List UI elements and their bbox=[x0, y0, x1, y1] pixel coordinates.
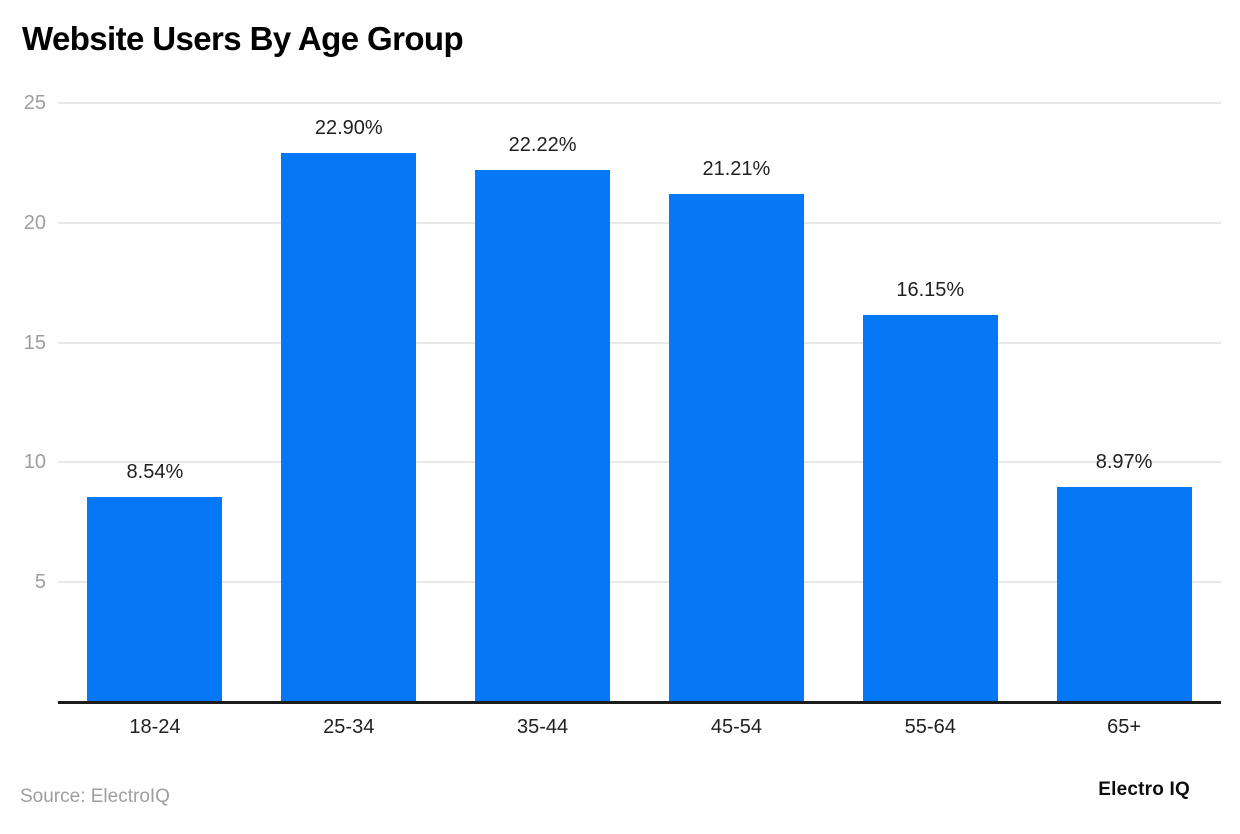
x-axis-category-label: 25-34 bbox=[323, 716, 375, 738]
gridline bbox=[58, 581, 1221, 584]
bar bbox=[87, 497, 223, 702]
gridline bbox=[58, 461, 1221, 464]
x-axis-category-label: 45-54 bbox=[710, 716, 762, 738]
bar-value-label: 22.90% bbox=[314, 117, 383, 140]
bar bbox=[862, 315, 998, 702]
bar bbox=[1056, 487, 1192, 702]
bar bbox=[668, 193, 804, 702]
x-axis-baseline bbox=[58, 701, 1221, 704]
bar-value-label: 8.54% bbox=[126, 461, 184, 484]
y-axis-tick-label: 20 bbox=[23, 211, 46, 234]
chart-title: Website Users By Age Group bbox=[22, 20, 464, 57]
brand-logo: Electro IQ bbox=[1098, 779, 1190, 800]
bar bbox=[281, 153, 417, 702]
x-axis-category-label: 65+ bbox=[1107, 716, 1142, 738]
bar-value-label: 22.22% bbox=[508, 133, 577, 156]
y-axis-tick-label: 5 bbox=[34, 571, 46, 594]
bar-value-label: 8.97% bbox=[1095, 451, 1153, 474]
source-note: Source: ElectroIQ bbox=[20, 786, 170, 807]
gridline bbox=[58, 221, 1221, 224]
y-axis-tick-label: 10 bbox=[23, 451, 46, 474]
x-axis-category-label: 55-64 bbox=[904, 716, 956, 738]
gridline bbox=[58, 341, 1221, 344]
bar bbox=[475, 169, 611, 702]
gridline bbox=[58, 102, 1221, 104]
x-axis-category-label: 35-44 bbox=[517, 716, 569, 738]
bar-value-label: 16.15% bbox=[896, 279, 965, 302]
x-axis-category-label: 18-24 bbox=[129, 716, 181, 738]
y-axis-tick-label: 15 bbox=[23, 331, 46, 354]
bar-value-label: 21.21% bbox=[702, 157, 771, 180]
y-axis-tick-label: 25 bbox=[23, 92, 46, 114]
